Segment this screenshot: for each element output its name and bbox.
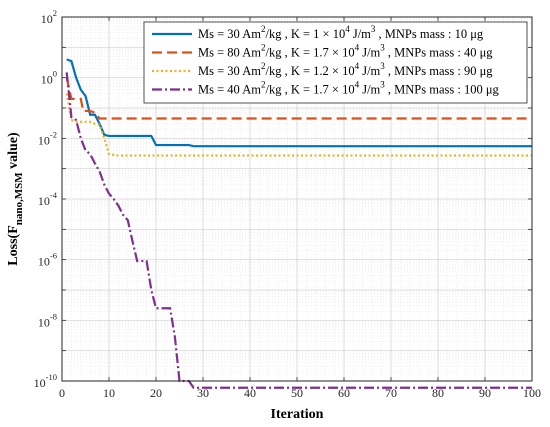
- legend-text-part: , MNPs mass : 90 μg: [385, 64, 494, 78]
- legend-superscript: 4: [355, 43, 360, 53]
- y-tick-base: 10: [38, 133, 50, 147]
- y-tick-exponent: -10: [46, 372, 57, 382]
- legend-text-part: , MNPs mass : 40 μg: [385, 46, 494, 60]
- y-axis-title-tail: value): [6, 132, 21, 172]
- legend-superscript: 3: [380, 80, 385, 90]
- y-tick-base: 10: [41, 12, 53, 26]
- y-tick-label: 10-4: [38, 190, 58, 208]
- y-tick-base: 10: [34, 376, 46, 390]
- y-tick-label: 10-6: [38, 251, 57, 269]
- y-tick-exponent: 2: [53, 8, 57, 18]
- legend-label-2: Ms = 80 Am2/kg , K = 1.7 × 104 J/m3 , MN…: [198, 43, 493, 60]
- x-tick-label: 90: [479, 386, 491, 400]
- axis-ticks: [61, 16, 533, 382]
- y-tick-label: 100: [41, 69, 57, 87]
- legend: Ms = 30 Am2/kg , K = 1 × 104 J/m3 , MNPs…: [143, 21, 528, 104]
- x-tick-labels: 0 10 20 30 40 50 60 70 80 90 100: [59, 386, 541, 400]
- series-line-4: [65, 72, 532, 389]
- series-layer: [65, 58, 532, 389]
- legend-label-4: Ms = 40 Am2/kg , K = 1.7 × 104 J/m3 , MN…: [198, 80, 500, 97]
- x-tick-label: 10: [103, 386, 115, 400]
- legend-superscript: 2: [261, 24, 266, 34]
- y-tick-label: 10-10: [34, 372, 57, 390]
- legend-superscript: 2: [261, 80, 266, 90]
- y-tick-exponent: -6: [50, 251, 57, 261]
- legend-text-part: J/m: [359, 83, 380, 97]
- y-tick-label: 102: [41, 8, 57, 26]
- x-tick-label: 30: [197, 386, 209, 400]
- legend-superscript: 3: [380, 61, 385, 71]
- y-tick-base: 10: [38, 194, 50, 208]
- y-tick-base: 10: [38, 255, 50, 269]
- legend-superscript: 2: [261, 43, 266, 53]
- legend-text-part: /kg , K = 1 × 10: [265, 27, 345, 41]
- legend-text-part: J/m: [359, 46, 380, 60]
- legend-text-part: /kg , K = 1.7 × 10: [265, 46, 354, 60]
- x-tick-label: 80: [432, 386, 444, 400]
- legend-text-part: /kg , K = 1.7 × 10: [265, 83, 354, 97]
- legend-text-part: J/m: [359, 64, 380, 78]
- x-tick-label: 40: [244, 386, 256, 400]
- y-axis-title-subscript: nano,MSM: [13, 172, 25, 225]
- legend-text-part: Ms = 40 Am: [198, 83, 261, 97]
- legend-superscript: 3: [380, 43, 385, 53]
- x-tick-label: 20: [150, 386, 162, 400]
- y-tick-exponent: -2: [50, 129, 57, 139]
- x-axis-title: Iteration: [271, 407, 324, 422]
- legend-text-part: , MNPs mass : 10 μg: [375, 27, 484, 41]
- legend-superscript: 2: [261, 61, 266, 71]
- legend-text-part: Ms = 30 Am: [198, 27, 261, 41]
- legend-superscript: 4: [355, 80, 360, 90]
- y-tick-exponent: 0: [53, 69, 57, 79]
- legend-label-3: Ms = 30 Am2/kg , K = 1.2 × 104 J/m3 , MN…: [198, 61, 493, 78]
- x-tick-label: 50: [291, 386, 303, 400]
- x-tick-label: 0: [59, 386, 65, 400]
- legend-box: [143, 21, 528, 104]
- x-tick-label: 70: [385, 386, 397, 400]
- legend-text-part: Ms = 30 Am: [198, 64, 261, 78]
- y-axis-title-main: Loss(F: [6, 225, 21, 265]
- legend-text-part: J/m: [350, 27, 371, 41]
- legend-label-1: Ms = 30 Am2/kg , K = 1 × 104 J/m3 , MNPs…: [198, 24, 484, 41]
- y-tick-label: 10-2: [38, 129, 57, 147]
- y-axis-title: Loss(Fnano,MSM value): [6, 132, 25, 266]
- legend-text-part: Ms = 80 Am: [198, 46, 261, 60]
- series-line-2: [65, 77, 532, 120]
- y-tick-exponent: -4: [50, 190, 58, 200]
- legend-superscript: 4: [355, 61, 360, 71]
- x-tick-label: 100: [523, 386, 541, 400]
- y-tick-exponent: -8: [50, 311, 57, 321]
- legend-text-part: /kg , K = 1.2 × 10: [265, 64, 354, 78]
- legend-superscript: 4: [345, 24, 350, 34]
- legend-text-part: , MNPs mass : 100 μg: [385, 83, 500, 97]
- y-tick-base: 10: [41, 73, 53, 87]
- y-tick-base: 10: [38, 315, 50, 329]
- x-tick-label: 60: [338, 386, 350, 400]
- legend-superscript: 3: [371, 24, 376, 34]
- y-tick-label: 10-8: [38, 311, 57, 329]
